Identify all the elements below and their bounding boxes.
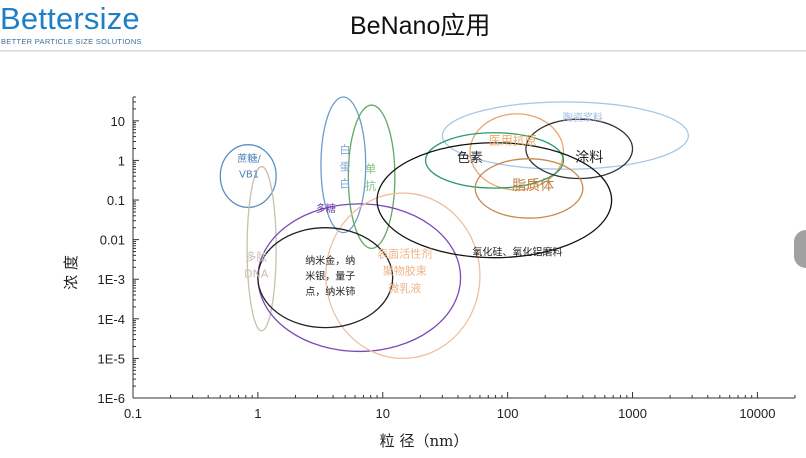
region-white_protein-ellipse [320, 96, 367, 234]
region-quantum_dots-ellipse [257, 227, 394, 329]
region-silica-label: 氧化硅、氧化铝磨料 [473, 245, 563, 258]
logo-wordmark: Bettersize [0, 1, 140, 36]
region-sucrose-label: 蔗糖/VB1 [237, 152, 261, 181]
bettersize-logo: Bettersize BETTER PARTICLE SIZE SOLUTION… [0, 2, 170, 48]
y-ticks: 10 1 0.1 0.01 1E-3 1E-4 1E-5 1E-6 [98, 96, 139, 406]
x-tick-label: 1 [254, 406, 261, 421]
region-medical-label: 医用抗原 [489, 133, 537, 148]
region-pigment-ellipse [424, 132, 565, 189]
region-white_protein-label: 白蛋白 [340, 142, 351, 190]
region-monoclonal-ellipse [347, 104, 396, 250]
y-tick-label: 1E-5 [98, 351, 125, 366]
y-tick-label: 1 [118, 153, 125, 168]
x-axis-title: 粒 径（nm） [380, 432, 469, 450]
regions-layer [219, 96, 690, 360]
x-tick-label: 10000 [739, 406, 775, 421]
region-liposome-ellipse [474, 158, 584, 219]
region-sucrose-ellipse [219, 144, 277, 209]
x-ticks: 0.1 1 10 100 1000 10000 [124, 392, 796, 421]
x-tick-label: 1000 [618, 406, 647, 421]
region-ceramic-ellipse [441, 101, 690, 170]
region-surfactant-ellipse [325, 192, 481, 360]
logo-tagline: BETTER PARTICLE SIZE SOLUTIONS [1, 37, 142, 46]
y-tick-label: 1E-3 [98, 272, 125, 287]
x-tick-label: 10 [376, 406, 390, 421]
x-tick-label: 100 [497, 406, 519, 421]
axes-layer [132, 97, 795, 399]
y-tick-label: 0.01 [100, 233, 125, 248]
region-liposome-label: 脂质体 [512, 178, 554, 194]
region-silica-ellipse [376, 142, 613, 259]
x-tick-label: 0.1 [124, 406, 142, 421]
region-nanoparticles-label: 多糖 [316, 202, 336, 215]
region-coating-label: 涂料 [575, 150, 603, 166]
region-ceramic-label: 陶瓷浆料 [563, 111, 603, 124]
y-axis-title: 浓 度 [62, 255, 80, 290]
y-tick-label: 10 [111, 114, 125, 129]
scroll-handle[interactable] [794, 230, 806, 268]
y-tick-label: 0.1 [107, 193, 125, 208]
region-pigment-label: 色素 [457, 150, 483, 166]
region-monoclonal-label: 单抗 [365, 162, 376, 192]
region-surfactant-label: 表面活性剂聚物胶束微乳液 [377, 247, 432, 295]
region-medical-ellipse [469, 113, 565, 191]
y-tick-label: 1E-6 [98, 391, 125, 406]
region-quantum_dots-label: 纳米金，纳米银，量子点，纳米铈 [305, 254, 355, 298]
region-polypeptide_dna-ellipse [246, 165, 277, 332]
header-divider [0, 50, 806, 52]
y-tick-label: 1E-4 [98, 312, 125, 327]
slide-title: BeNano应用 [350, 12, 491, 40]
region-polypeptide_dna-label: 多肽 DNA [244, 249, 269, 280]
region-nanoparticles-ellipse [257, 203, 462, 353]
